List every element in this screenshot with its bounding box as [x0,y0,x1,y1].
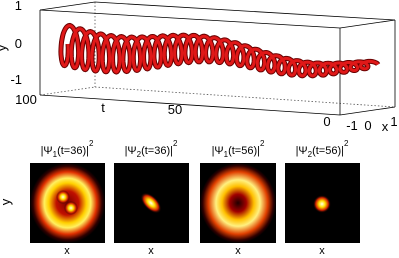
vortex-spot [64,201,78,215]
panel-title: |Ψ1(t=56)|2 [212,139,265,159]
helix [59,23,380,78]
y-label: y [0,44,9,51]
title-part: 2 [173,139,178,148]
title-part: |Ψ [125,145,137,157]
heatmap [200,163,276,243]
t-tick-label: 0 [323,114,330,129]
title-part: 2 [308,150,313,159]
panel-title: |Ψ2(t=56)|2 [296,139,349,159]
title-part: (t=36)| [141,145,173,157]
vortex-spot [56,190,70,204]
t-tick-label: 100 [15,92,37,107]
title-part: 2 [89,139,94,148]
panel-x-label: x [319,245,325,257]
density-spot [313,195,331,213]
density-spot [140,192,162,214]
title-part: |Ψ [41,145,53,157]
panel-x-label: x [235,245,241,257]
panel-y-label: y [0,198,13,205]
y-tick-label: -1 [10,72,22,87]
title-part: (t=56)| [312,145,344,157]
y-tick-label: 1 [15,0,22,13]
title-part: 2 [260,139,265,148]
title-part: 2 [137,150,142,159]
x-tick-label: 1 [390,114,397,129]
box-3d [39,1,396,116]
panel-title: |Ψ1(t=36)|2 [41,139,94,159]
panel-x-label: x [64,245,70,257]
x-label: x [382,119,389,134]
title-part: 1 [53,150,58,159]
t-tick-label: 50 [168,102,182,117]
title-part: |Ψ [212,145,224,157]
panel-title: |Ψ2(t=36)|2 [125,139,178,159]
title-part: 1 [224,150,229,159]
title-part: 2 [344,139,349,148]
title-part: |Ψ [296,145,308,157]
x-tick-label: -1 [346,118,358,133]
x-tick-label: 0 [364,118,371,133]
panel-x-label: x [148,245,154,257]
y-tick-label: 0 [15,36,22,51]
title-part: (t=56)| [228,145,260,157]
t-label: t [101,100,105,115]
title-part: (t=36)| [57,145,89,157]
